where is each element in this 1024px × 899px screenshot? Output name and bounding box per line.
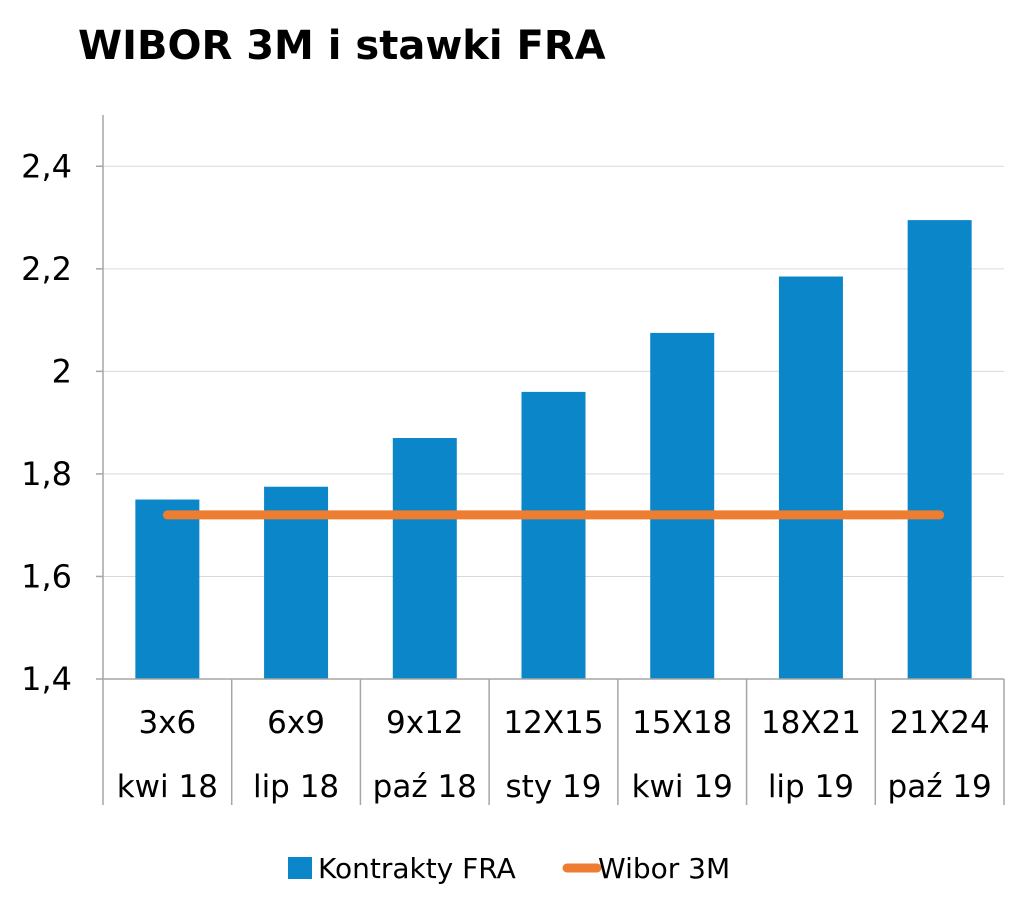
bars xyxy=(135,220,972,680)
y-tick-label: 1,4 xyxy=(21,660,72,698)
x-category-date-label: paź 19 xyxy=(888,769,992,805)
x-category-labels: 3x6 kwi 18 6x9 lip 18 9x12 paź 18 12X15 sty 19 1… xyxy=(117,705,992,805)
x-category-date-label: kwi 18 xyxy=(117,769,218,805)
y-tick-label: 2,2 xyxy=(21,250,72,288)
bar-kontrakty-fra xyxy=(778,276,843,679)
x-category-label: 9x12 xyxy=(386,705,464,741)
bar-kontrakty-fra xyxy=(907,220,972,680)
x-category-date-label: paź 18 xyxy=(373,769,477,805)
x-category-label: 15X18 xyxy=(632,705,732,741)
y-tick-label: 2 xyxy=(52,352,72,390)
bar-kontrakty-fra xyxy=(135,499,200,679)
x-category-date-label: lip 18 xyxy=(253,769,339,805)
bar-kontrakty-fra xyxy=(392,438,457,679)
axes xyxy=(96,115,1005,805)
legend-label-kontrakty-fra: Kontrakty FRA xyxy=(318,852,516,885)
bar-kontrakty-fra xyxy=(650,332,715,679)
x-category-date-label: kwi 19 xyxy=(632,769,733,805)
x-category-label: 3x6 xyxy=(138,705,196,741)
x-category-date-label: lip 19 xyxy=(768,769,854,805)
legend: Kontrakty FRA Wibor 3M xyxy=(288,852,730,885)
y-tick-label: 1,6 xyxy=(21,557,72,595)
chart-title: WIBOR 3M i stawki FRA xyxy=(78,23,606,69)
x-category-date-label: sty 19 xyxy=(506,769,602,805)
x-category-label: 6x9 xyxy=(267,705,325,741)
legend-label-wibor-3m: Wibor 3M xyxy=(598,852,730,885)
y-tick-label: 1,8 xyxy=(21,455,72,493)
x-category-label: 21X24 xyxy=(890,705,990,741)
y-tick-label: 2,4 xyxy=(21,147,72,185)
legend-swatch-kontrakty-fra xyxy=(288,857,312,879)
y-tick-labels: 1,4 1,6 1,8 2 2,2 2,4 xyxy=(21,147,72,698)
x-category-label: 18X21 xyxy=(761,705,861,741)
bar-kontrakty-fra xyxy=(521,391,586,679)
x-category-label: 12X15 xyxy=(503,705,603,741)
